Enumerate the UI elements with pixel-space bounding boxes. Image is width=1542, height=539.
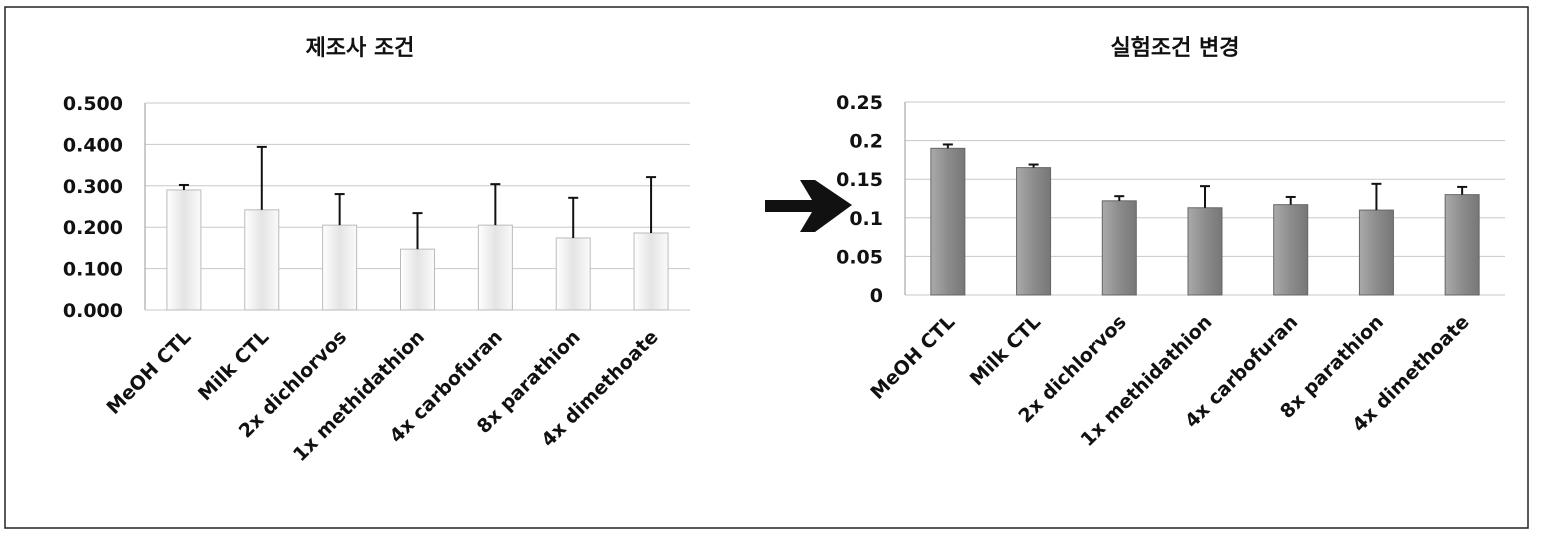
chart-title: 실험조건 변경 [1110,35,1239,61]
chart-title: 제조사 조건 [306,36,415,61]
bar [244,209,280,311]
bar [400,248,435,311]
bar [1273,204,1309,296]
x-tick-label: MeOH CTL [102,326,195,419]
x-tick-label: 1x methidathion [289,326,429,466]
bar [1101,200,1137,296]
y-tick-label: 0.100 [63,259,123,281]
y-tick-label: 0.25 [836,92,883,114]
bar [1444,194,1480,296]
y-tick-label: 0.400 [63,134,123,156]
arrow [765,180,852,232]
y-tick-label: 0.2 [849,131,883,153]
y-tick-label: 0.500 [63,93,123,115]
bar [322,224,358,311]
y-tick-label: 0.05 [836,246,883,268]
x-tick-label: Milk CTL [194,326,273,405]
bar [1016,167,1052,296]
y-tick-label: 0 [870,285,883,307]
bar [1187,207,1223,296]
y-tick-label: 0.300 [63,176,123,198]
x-tick-label: Milk CTL [966,311,1045,390]
bar [166,189,202,311]
x-tick-label: MeOH CTL [866,311,959,404]
y-tick-label: 0.1 [849,208,883,230]
bar [633,232,669,311]
y-tick-label: 0.15 [836,169,883,191]
bar [1358,209,1394,296]
y-tick-label: 0.000 [63,300,123,322]
frame [4,6,1529,529]
bar [555,237,591,311]
bar [930,147,966,296]
y-tick-label: 0.200 [63,217,123,239]
bar [477,224,513,311]
